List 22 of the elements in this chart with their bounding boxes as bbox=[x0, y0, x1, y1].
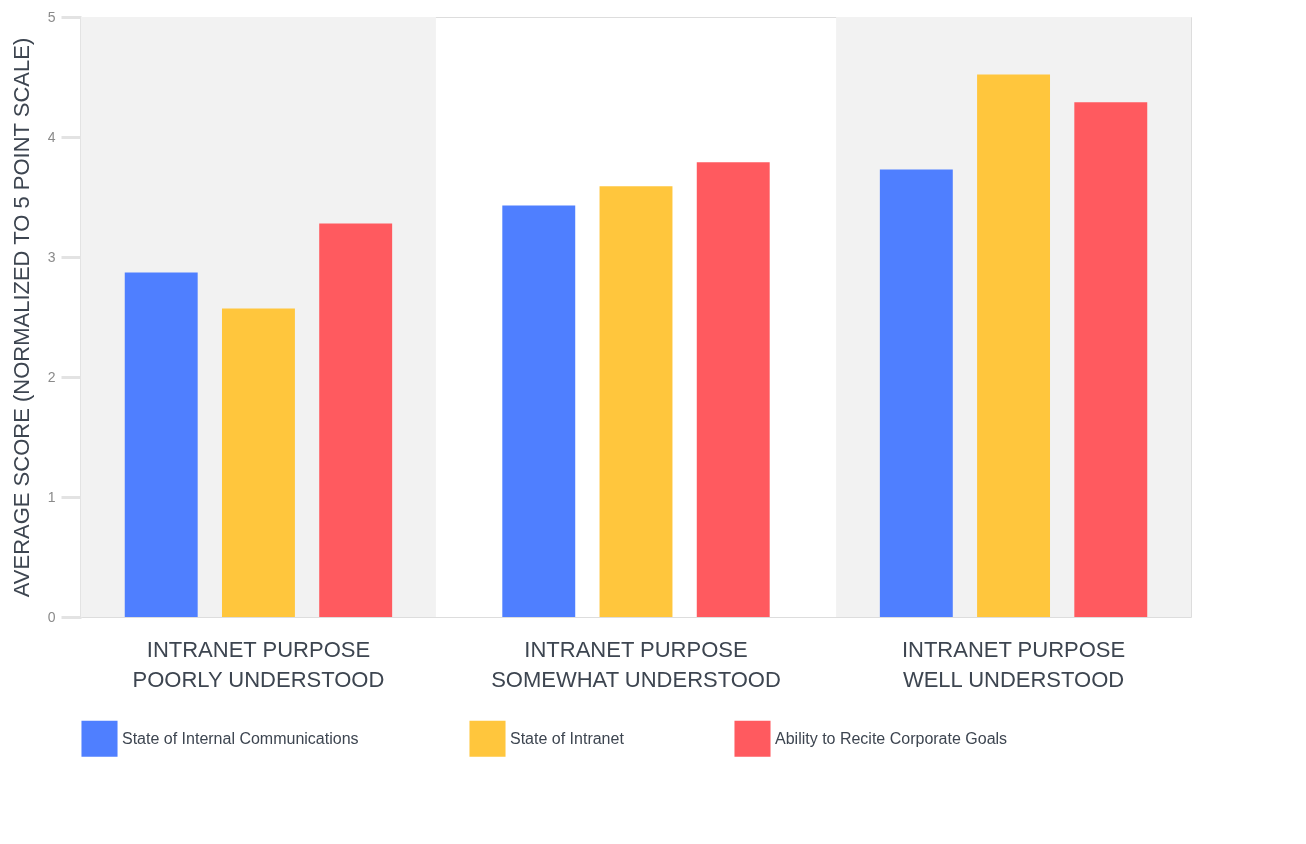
y-axis-title: AVERAGE SCORE (NORMALIZED TO 5 POINT SCALE) bbox=[8, 37, 34, 598]
bar bbox=[319, 223, 393, 617]
bar bbox=[124, 272, 198, 617]
y-tick-label: 2 bbox=[47, 368, 56, 385]
y-tick-label: 1 bbox=[47, 488, 56, 505]
bar bbox=[221, 308, 295, 617]
legend-label: State of Internal Communications bbox=[122, 729, 359, 747]
y-tick-label: 5 bbox=[47, 8, 56, 25]
legend-label: Ability to Recite Corporate Goals bbox=[775, 729, 1008, 747]
x-tick-label: INTRANET PURPOSE POORLY UNDERSTOOD bbox=[132, 636, 385, 692]
x-tick-label: INTRANET PURPOSE SOMEWHAT UNDERSTOOD bbox=[491, 636, 781, 692]
y-tick-label: 0 bbox=[47, 608, 56, 625]
x-tick-label: INTRANET PURPOSE WELL UNDERSTOOD bbox=[901, 636, 1126, 692]
bar bbox=[696, 162, 770, 617]
bar bbox=[1074, 102, 1148, 617]
legend-label: State of Intranet bbox=[510, 729, 625, 747]
bar bbox=[879, 169, 953, 617]
y-tick-label: 3 bbox=[47, 248, 56, 265]
bar bbox=[977, 74, 1051, 617]
bar bbox=[502, 205, 576, 617]
y-tick-label: 4 bbox=[47, 128, 56, 145]
bar bbox=[599, 186, 673, 617]
